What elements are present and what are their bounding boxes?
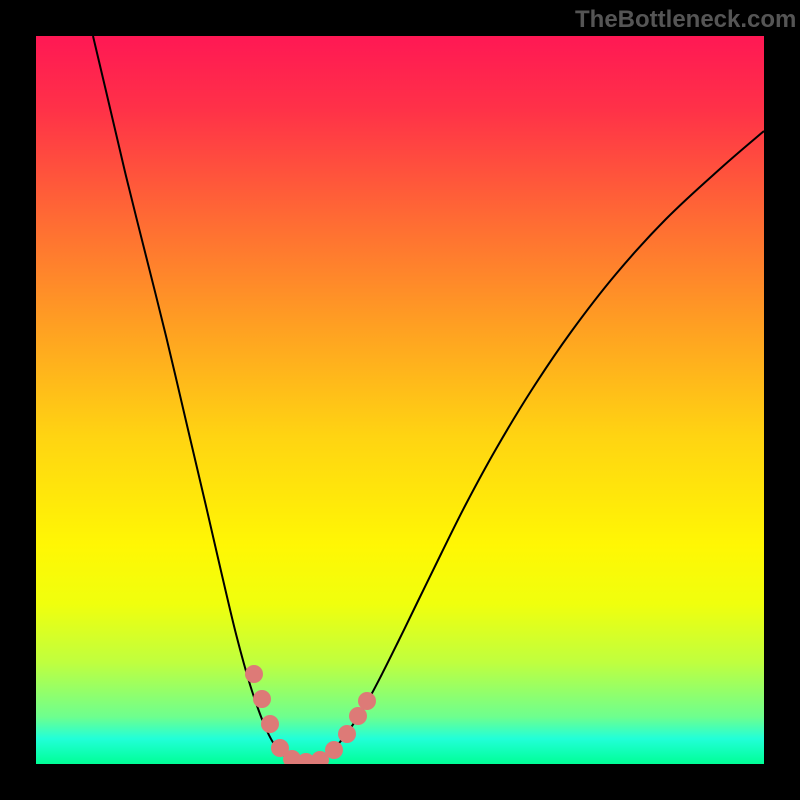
- data-marker: [261, 715, 279, 733]
- data-marker: [358, 692, 376, 710]
- data-marker: [245, 665, 263, 683]
- chart-container: TheBottleneck.com: [0, 0, 800, 800]
- data-marker: [338, 725, 356, 743]
- plot-svg: [36, 36, 764, 764]
- data-marker: [349, 707, 367, 725]
- plot-background: [36, 36, 764, 764]
- data-marker: [253, 690, 271, 708]
- data-marker: [325, 741, 343, 759]
- watermark-label: TheBottleneck.com: [575, 6, 796, 34]
